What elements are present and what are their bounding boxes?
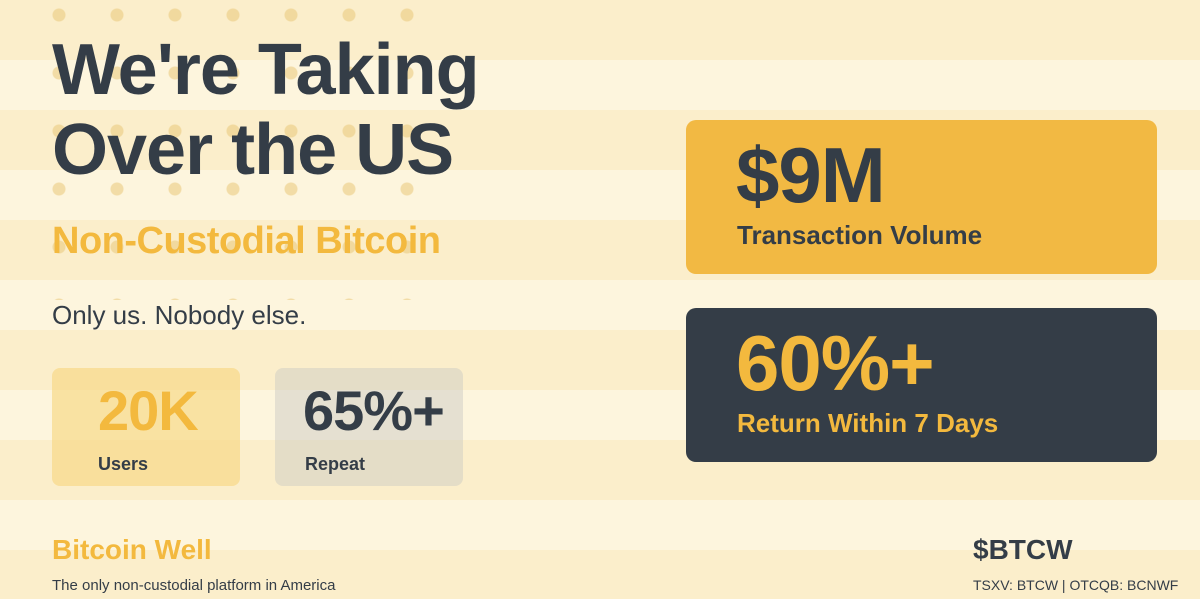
repeat-stat-label: Repeat xyxy=(305,454,366,474)
headline-line-2: Over the US xyxy=(52,110,454,190)
return-rate-card: 60%+ Return Within 7 Days xyxy=(686,308,1157,462)
repeat-stat-card: 65%+ Repeat xyxy=(275,368,463,486)
repeat-stat-value: 65%+ xyxy=(303,379,445,442)
transaction-volume-label: Transaction Volume xyxy=(737,220,983,250)
users-stat-label: Users xyxy=(98,454,149,474)
users-stat-card: 20K Users xyxy=(52,368,240,486)
brand-name: Bitcoin Well xyxy=(52,534,212,565)
users-stat-value: 20K xyxy=(98,379,199,442)
headline: We're Taking Over the US xyxy=(52,30,612,190)
headline-line-1: We're Taking xyxy=(52,30,480,110)
transaction-volume-card: $9M Transaction Volume xyxy=(686,120,1157,274)
stock-ticker: $BTCW xyxy=(973,534,1073,565)
return-rate-value: 60%+ xyxy=(736,319,935,407)
tagline: Only us. Nobody else. xyxy=(52,300,307,330)
subheadline: Non-Custodial Bitcoin xyxy=(52,220,441,262)
background-dot-pattern xyxy=(30,0,450,300)
transaction-volume-value: $9M xyxy=(736,131,886,219)
return-rate-label: Return Within 7 Days xyxy=(737,408,999,438)
brand-description: The only non-custodial platform in Ameri… xyxy=(52,577,336,594)
exchange-listing: TSXV: BTCW | OTCQB: BCNWF xyxy=(973,577,1179,593)
